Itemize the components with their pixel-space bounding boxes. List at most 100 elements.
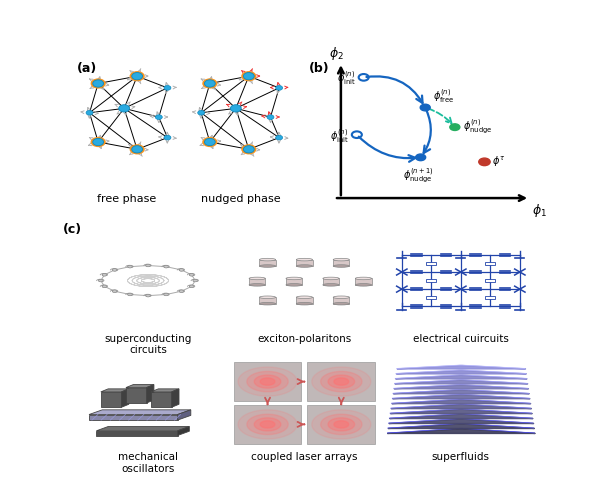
FancyBboxPatch shape	[426, 297, 437, 300]
Polygon shape	[333, 260, 349, 267]
Circle shape	[179, 291, 184, 293]
Circle shape	[204, 139, 215, 146]
Polygon shape	[178, 427, 189, 436]
Text: free phase: free phase	[97, 194, 156, 204]
Circle shape	[156, 116, 162, 120]
Polygon shape	[178, 410, 191, 420]
Polygon shape	[328, 418, 355, 431]
Text: (a): (a)	[77, 62, 97, 75]
Circle shape	[204, 81, 215, 88]
Polygon shape	[334, 421, 349, 428]
Circle shape	[179, 269, 184, 272]
Circle shape	[146, 265, 150, 267]
Polygon shape	[321, 372, 362, 392]
Text: $\phi_2$: $\phi_2$	[329, 45, 344, 62]
Text: coupled laser arrays: coupled laser arrays	[251, 451, 358, 461]
Ellipse shape	[333, 297, 349, 299]
Circle shape	[450, 125, 460, 131]
FancyBboxPatch shape	[485, 297, 495, 300]
Polygon shape	[151, 389, 179, 392]
Polygon shape	[96, 431, 178, 436]
Text: $\phi^{(n)}_{\mathrm{init}}$: $\phi^{(n)}_{\mathrm{init}}$	[330, 127, 349, 144]
Polygon shape	[286, 279, 302, 285]
Circle shape	[112, 291, 117, 293]
Circle shape	[128, 294, 132, 296]
Ellipse shape	[260, 259, 276, 262]
Polygon shape	[296, 298, 312, 304]
Ellipse shape	[333, 259, 349, 262]
Circle shape	[189, 286, 194, 288]
Polygon shape	[96, 427, 189, 431]
Polygon shape	[333, 298, 349, 304]
Circle shape	[189, 274, 194, 277]
Ellipse shape	[355, 278, 372, 280]
Circle shape	[416, 155, 426, 161]
Ellipse shape	[249, 278, 266, 280]
Circle shape	[164, 294, 168, 296]
Ellipse shape	[260, 303, 276, 306]
Text: $\phi^{(n)}_{\mathrm{free}}$: $\phi^{(n)}_{\mathrm{free}}$	[433, 87, 455, 105]
Circle shape	[99, 280, 103, 282]
Text: nudged phase: nudged phase	[201, 194, 280, 204]
Circle shape	[129, 72, 145, 82]
Circle shape	[93, 139, 103, 146]
Circle shape	[164, 136, 171, 141]
Text: $\phi^{(n)}_{\mathrm{nudge}}$: $\phi^{(n)}_{\mathrm{nudge}}$	[463, 117, 492, 136]
Ellipse shape	[286, 278, 302, 280]
Text: superfluids: superfluids	[432, 451, 490, 461]
Circle shape	[112, 269, 117, 272]
Polygon shape	[312, 410, 371, 439]
Polygon shape	[312, 367, 371, 396]
Circle shape	[132, 73, 143, 81]
Polygon shape	[249, 279, 266, 285]
Polygon shape	[121, 389, 129, 407]
Circle shape	[91, 79, 106, 90]
Circle shape	[146, 295, 150, 297]
Ellipse shape	[249, 284, 266, 287]
Circle shape	[241, 145, 257, 155]
Circle shape	[276, 86, 283, 91]
Polygon shape	[260, 421, 275, 428]
Circle shape	[276, 136, 283, 141]
Polygon shape	[296, 260, 312, 267]
Polygon shape	[254, 418, 281, 431]
Circle shape	[102, 274, 106, 277]
Polygon shape	[101, 392, 121, 407]
FancyBboxPatch shape	[233, 405, 302, 444]
Circle shape	[193, 280, 197, 282]
Text: exciton-polaritons: exciton-polaritons	[257, 333, 352, 343]
Circle shape	[86, 111, 93, 116]
Circle shape	[479, 159, 490, 166]
Ellipse shape	[296, 297, 312, 299]
Text: $\phi^{\tau}$: $\phi^{\tau}$	[492, 154, 505, 168]
Polygon shape	[89, 415, 178, 420]
Ellipse shape	[355, 284, 372, 287]
FancyBboxPatch shape	[307, 405, 375, 444]
Ellipse shape	[323, 278, 339, 280]
Circle shape	[91, 138, 106, 148]
Circle shape	[420, 105, 430, 112]
Circle shape	[129, 145, 145, 155]
Text: superconducting
circuits: superconducting circuits	[105, 333, 192, 355]
Polygon shape	[328, 375, 355, 388]
FancyBboxPatch shape	[485, 262, 495, 266]
Circle shape	[132, 146, 143, 154]
Circle shape	[119, 106, 129, 113]
Text: $\phi^{(n)}_{\mathrm{init}}$: $\phi^{(n)}_{\mathrm{init}}$	[337, 69, 356, 87]
Text: electrical cuircuits: electrical cuircuits	[413, 333, 509, 343]
Circle shape	[198, 111, 205, 116]
Circle shape	[267, 116, 274, 120]
FancyBboxPatch shape	[426, 280, 437, 283]
Circle shape	[128, 266, 132, 269]
Polygon shape	[260, 298, 276, 304]
Ellipse shape	[296, 259, 312, 262]
Polygon shape	[147, 385, 154, 403]
Polygon shape	[247, 414, 288, 435]
Circle shape	[93, 81, 103, 88]
Text: (b): (b)	[309, 62, 330, 75]
Ellipse shape	[260, 265, 276, 268]
Polygon shape	[126, 385, 154, 388]
Text: $\phi_1$: $\phi_1$	[532, 202, 547, 218]
Ellipse shape	[296, 303, 312, 306]
Polygon shape	[247, 372, 288, 392]
